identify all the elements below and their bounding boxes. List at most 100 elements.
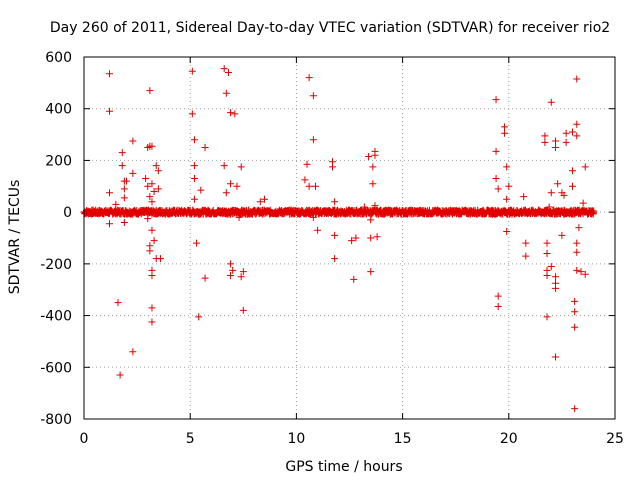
data-point (120, 194, 128, 202)
data-point (146, 87, 154, 95)
x-tick-labels: 0 5 10 15 20 25 (80, 431, 624, 447)
data-point (501, 123, 509, 131)
near-zero-band (80, 206, 598, 218)
y-tick-label: 400 (45, 102, 72, 118)
data-point (152, 162, 160, 170)
data-point (571, 297, 579, 305)
data-point (227, 260, 235, 268)
data-point (367, 234, 375, 242)
data-point (547, 189, 555, 197)
data-point (329, 163, 337, 171)
data-point (148, 304, 156, 312)
data-point (312, 182, 320, 190)
data-point (579, 199, 587, 207)
data-point (129, 137, 137, 145)
data-point (105, 107, 113, 115)
data-point (331, 198, 339, 206)
data-point (552, 273, 560, 281)
data-point (573, 266, 581, 274)
x-tick-label: 10 (287, 431, 305, 447)
data-point (573, 75, 581, 83)
data-point (112, 200, 120, 208)
data-point (195, 313, 203, 321)
data-point (224, 69, 232, 77)
data-point (371, 202, 379, 210)
grid-lines (84, 57, 615, 419)
data-point (305, 182, 313, 190)
data-point (545, 203, 553, 211)
data-point (146, 193, 154, 201)
y-tick-label: -800 (40, 412, 72, 428)
data-point (309, 136, 317, 144)
data-point (118, 162, 126, 170)
x-tick-label: 0 (80, 431, 89, 447)
y-tick-label: -600 (40, 360, 72, 376)
data-point (494, 303, 502, 311)
data-point (239, 306, 247, 314)
data-point (492, 147, 500, 155)
data-point (256, 198, 264, 206)
data-point (492, 96, 500, 104)
data-point (369, 163, 377, 171)
data-point (571, 405, 579, 413)
data-point (494, 185, 502, 193)
data-point (520, 193, 528, 201)
data-point (543, 250, 551, 258)
data-point (560, 191, 568, 199)
data-point (148, 226, 156, 234)
data-point (261, 195, 269, 203)
data-point (552, 353, 560, 361)
data-point (150, 237, 158, 245)
data-point (144, 215, 152, 223)
data-point (190, 162, 198, 170)
data-point (190, 195, 198, 203)
data-point (492, 175, 500, 183)
data-point (569, 128, 577, 136)
data-point (541, 138, 549, 146)
plot-frame (83, 56, 616, 420)
data-point (552, 144, 560, 151)
data-point (229, 266, 237, 274)
data-point (118, 149, 126, 157)
data-point (116, 371, 124, 379)
data-point (505, 182, 513, 190)
data-point (120, 185, 128, 193)
data-point (543, 239, 551, 247)
data-point (371, 151, 379, 159)
data-point (558, 231, 566, 239)
axis-ticks (83, 56, 616, 420)
data-point (331, 231, 339, 239)
data-point (222, 189, 230, 197)
data-point (522, 239, 530, 247)
data-point (309, 213, 317, 221)
data-point (303, 160, 311, 168)
data-point (562, 138, 570, 146)
x-tick-label: 5 (186, 431, 195, 447)
data-point (148, 271, 156, 279)
y-tick-label: 200 (45, 153, 72, 169)
data-point (554, 180, 562, 188)
data-point (237, 163, 245, 171)
data-point (543, 313, 551, 321)
data-point (220, 65, 228, 73)
data-point (154, 185, 162, 193)
data-point (105, 189, 113, 197)
y-tick-label: -200 (40, 257, 72, 273)
data-point (522, 252, 530, 260)
y-tick-labels: 600 400 200 0 -200 -400 -600 -800 (40, 50, 72, 428)
data-point (148, 142, 156, 150)
data-point (146, 247, 154, 255)
data-point (348, 237, 356, 245)
data-point (569, 182, 577, 190)
data-point (547, 262, 555, 270)
data-point (105, 70, 113, 78)
data-point (150, 187, 158, 195)
data-point (314, 226, 322, 234)
data-point (373, 233, 381, 241)
data-point (552, 137, 560, 145)
data-point (142, 175, 150, 183)
data-point (231, 110, 239, 118)
data-point (129, 348, 137, 356)
data-point (222, 89, 230, 97)
y-tick-label: 0 (63, 205, 72, 221)
